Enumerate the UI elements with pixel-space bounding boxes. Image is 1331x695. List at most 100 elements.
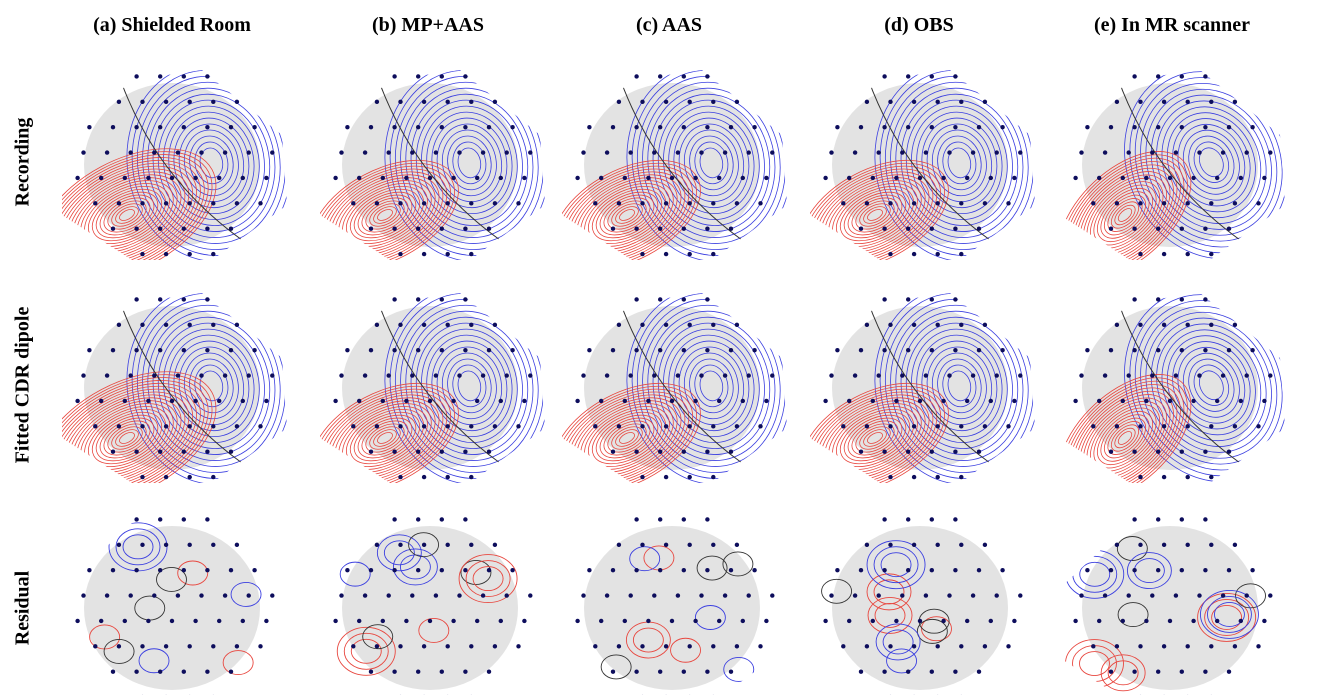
electrode-marker: [116, 424, 122, 429]
electrode-marker: [835, 348, 840, 353]
electrode-marker: [187, 644, 192, 649]
electrode-marker: [122, 618, 128, 624]
electrode-marker: [187, 251, 192, 257]
topomap-recording-shielded-room: [62, 70, 287, 260]
electrode-marker: [504, 593, 509, 598]
electrode-marker: [175, 593, 181, 598]
electrode-marker: [728, 348, 734, 353]
electrode-marker: [234, 99, 240, 105]
electrode-marker: [522, 398, 527, 404]
electrode-marker: [1073, 398, 1078, 404]
electrode-marker: [852, 150, 858, 155]
electrode-marker: [75, 398, 80, 404]
electrode-marker: [246, 373, 251, 378]
electrode-marker: [368, 568, 374, 573]
electrode-marker: [410, 150, 415, 155]
electrode-marker: [587, 125, 592, 130]
column-title-mp-aas: (b) MP+AAS: [372, 14, 484, 36]
topomap-fitted-obs: [810, 293, 1035, 483]
electrode-marker: [929, 125, 934, 130]
electrode-marker: [1161, 424, 1167, 429]
electrode-marker: [1144, 175, 1149, 181]
electrode-marker: [374, 424, 380, 429]
electrode-marker: [634, 449, 639, 454]
electrode-marker: [421, 322, 427, 328]
electrode-marker: [599, 398, 604, 404]
electrode-marker: [339, 150, 344, 155]
electrode-marker: [1108, 226, 1114, 231]
electrode-marker: [965, 618, 970, 624]
electrode-marker: [604, 373, 610, 378]
electrode-marker: [1220, 150, 1226, 155]
electrode-marker: [752, 348, 757, 353]
electrode-marker: [1156, 449, 1161, 454]
electrode-marker: [1114, 322, 1120, 328]
electrode-marker: [516, 644, 521, 649]
electrode-marker: [158, 297, 163, 302]
electrode-marker: [1073, 175, 1078, 181]
electrode-marker: [864, 542, 870, 548]
electrode-marker: [421, 201, 427, 206]
electrode-marker: [1108, 449, 1114, 454]
electrode-marker: [1012, 398, 1017, 404]
electrode-marker: [228, 125, 234, 130]
electrode-marker: [1085, 568, 1090, 573]
electrode-marker: [669, 175, 675, 181]
electrode-marker: [469, 251, 474, 257]
electrode-marker: [687, 542, 692, 548]
electrode-marker: [906, 669, 911, 674]
electrode-marker: [416, 669, 421, 674]
electrode-marker: [457, 373, 462, 378]
electrode-marker: [516, 424, 521, 429]
electrode-marker: [104, 593, 110, 598]
electrode-marker: [864, 201, 870, 206]
electrode-marker: [187, 99, 192, 105]
electrode-marker: [663, 99, 669, 105]
electrode-marker: [158, 449, 163, 454]
electrode-marker: [593, 201, 598, 206]
topomap-residual-shielded-room: [75, 517, 275, 695]
electrode-marker: [1161, 644, 1167, 649]
electrode-marker: [463, 348, 468, 353]
electrode-marker: [433, 593, 439, 598]
electrode-marker: [663, 542, 669, 548]
electrode-marker: [469, 99, 474, 105]
electrode-marker: [187, 424, 192, 429]
electrode-marker: [193, 175, 198, 181]
electrode-marker: [1232, 201, 1238, 206]
electrode-marker: [217, 175, 222, 181]
electrode-marker: [722, 150, 728, 155]
electrode-marker: [835, 125, 840, 130]
electrode-marker: [616, 201, 622, 206]
electrode-marker: [888, 322, 893, 328]
electrode-marker: [99, 398, 104, 404]
electrode-marker: [1203, 449, 1208, 454]
electrode-marker: [941, 618, 946, 624]
electrode-marker: [134, 226, 139, 231]
electrode-marker: [228, 568, 234, 573]
electrode-marker: [870, 175, 875, 181]
electrode-marker: [1179, 74, 1185, 79]
electrode-marker: [1156, 226, 1161, 231]
electrode-marker: [445, 424, 450, 429]
electrode-marker: [994, 150, 999, 155]
electrode-marker: [734, 424, 740, 429]
electrode-marker: [693, 175, 698, 181]
electrode-marker: [705, 348, 710, 353]
electrode-marker: [941, 175, 946, 181]
electrode-marker: [982, 644, 988, 649]
electrode-marker: [463, 297, 468, 302]
electrode-marker: [669, 618, 675, 624]
electrode-marker: [1097, 398, 1102, 404]
electrode-marker: [982, 542, 988, 548]
electrode-marker: [1018, 593, 1023, 598]
electrode-marker: [870, 398, 875, 404]
electrode-marker: [841, 644, 846, 649]
electrode-marker: [1108, 125, 1114, 130]
electrode-marker: [717, 618, 722, 624]
electrode-marker: [140, 251, 145, 257]
electrode-marker: [734, 542, 740, 548]
electrode-marker: [681, 348, 686, 353]
electrode-marker: [646, 398, 651, 404]
electrode-marker: [663, 644, 669, 649]
